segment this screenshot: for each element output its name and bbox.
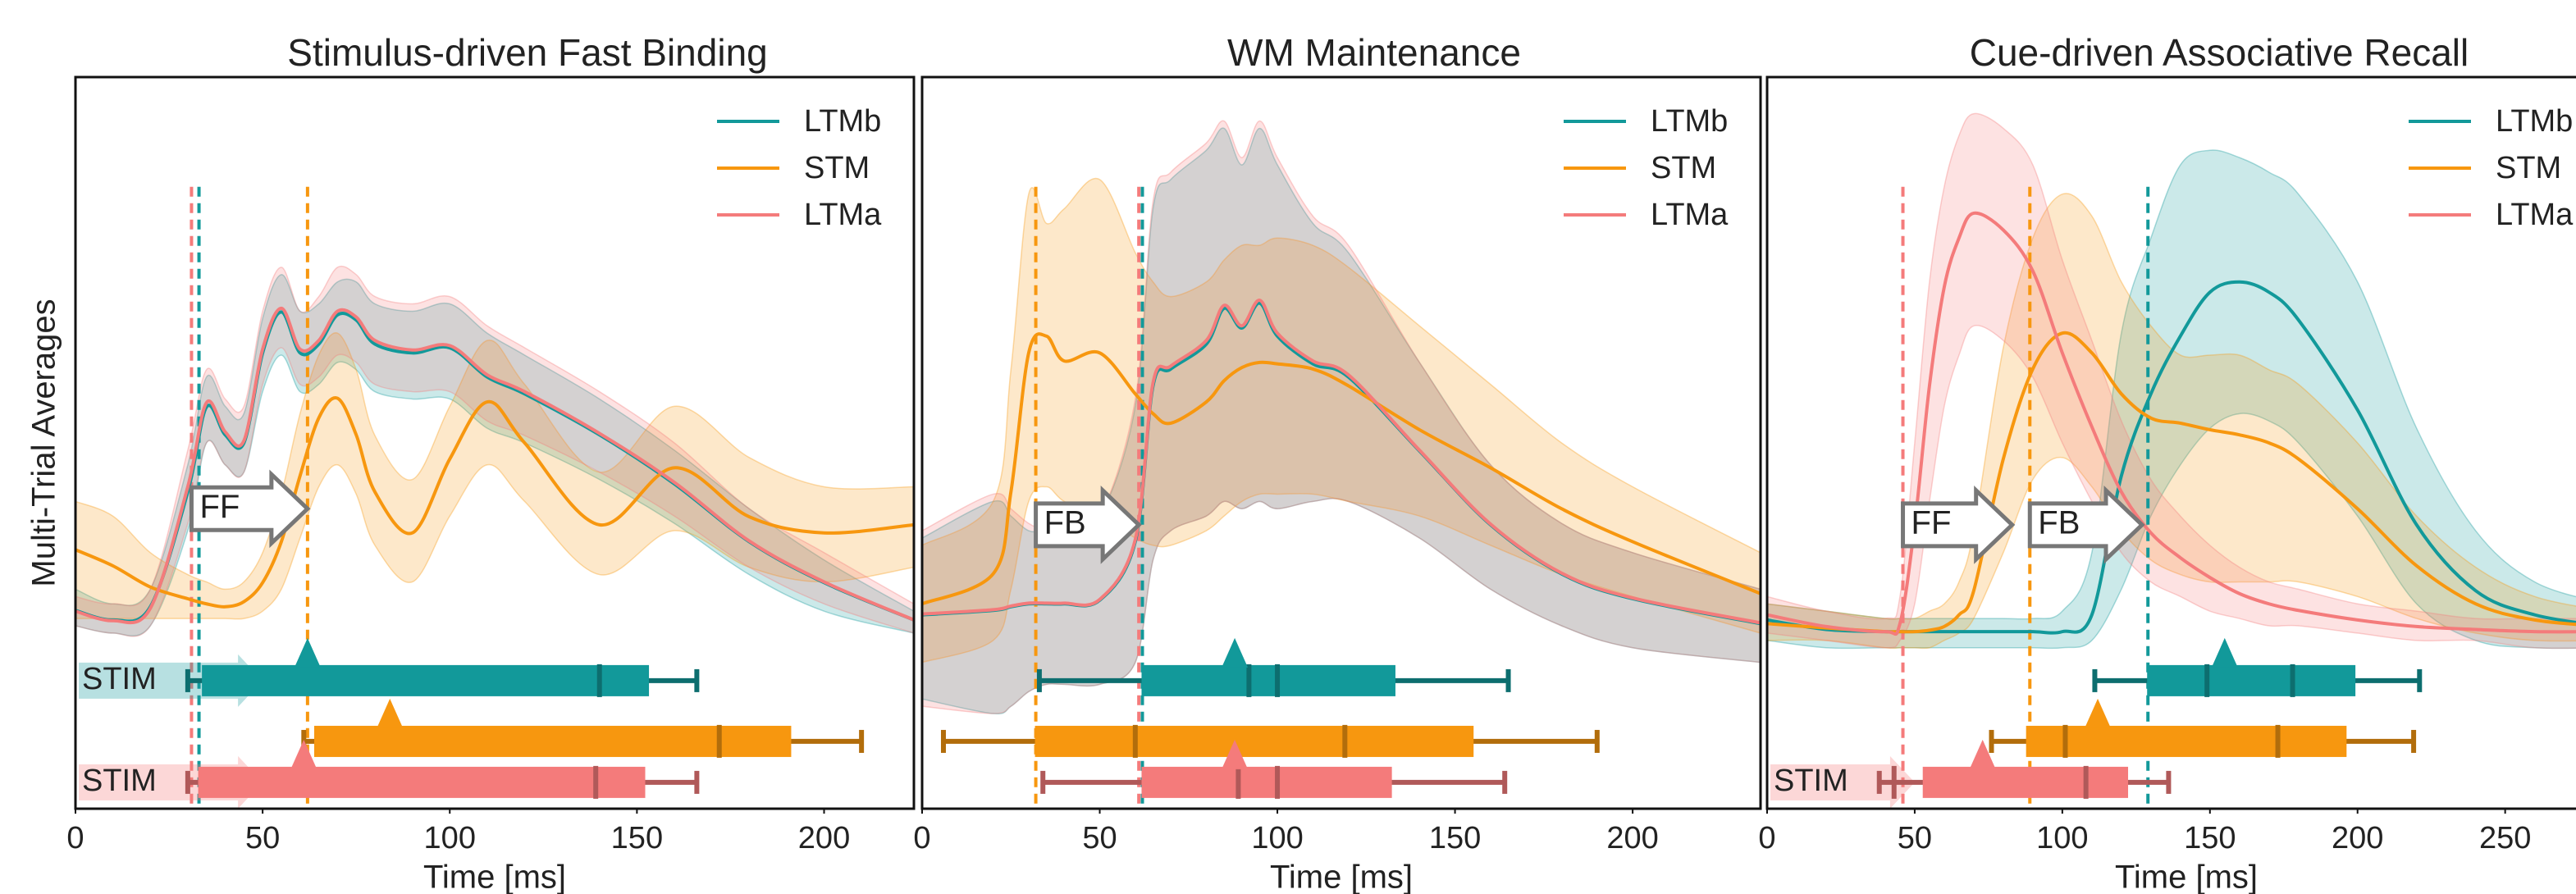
interval-box (198, 766, 646, 798)
legend-label: STM (2496, 151, 2561, 185)
panel: FB 0 50 100 150 200 Time [ms] WM Maintenance LTM… (913, 31, 1762, 894)
legend-label: LTMa (1651, 198, 1729, 232)
series-line (1767, 331, 2576, 634)
x-tick-label: 200 (1606, 821, 1658, 855)
legend-label: LTMb (2496, 104, 2573, 139)
arrow (1034, 486, 1142, 564)
arrow (1901, 486, 2016, 564)
x-tick-label: 0 (66, 821, 84, 855)
legend-label: STM (804, 151, 870, 185)
x-tick-label: 0 (1758, 821, 1775, 855)
arrow-label: FB (2038, 504, 2080, 541)
series-line (922, 332, 1761, 606)
peak-marker (1222, 739, 1249, 769)
interval-box (314, 725, 792, 757)
panel-title: Stimulus-driven Fast Binding (287, 31, 767, 74)
series-line (922, 299, 1761, 625)
stim-arrow (1770, 755, 1915, 809)
panel: FF FB STIM 0 50 100 150 200 250 Time [ms] Cue-driv… (1758, 31, 2576, 894)
peak-marker (2085, 698, 2112, 728)
x-tick-label: 250 (2479, 821, 2531, 855)
arrow-label: FF (1911, 504, 1952, 541)
series-line (75, 396, 914, 609)
x-tick-label: 150 (611, 821, 663, 855)
panel-title: Cue-driven Associative Recall (1970, 31, 2469, 74)
interval-box (1035, 725, 1474, 757)
arrow-label: FB (1044, 504, 1086, 541)
x-tick-label: 50 (1082, 821, 1117, 855)
interval-box (1922, 766, 2129, 798)
interval-box (202, 664, 650, 696)
arrow-label: FF (199, 489, 240, 525)
peak-marker (2211, 637, 2238, 668)
confidence-band (1767, 112, 2576, 650)
x-tick-label: 200 (2332, 821, 2383, 855)
panel: FF STIM STIM 0 50 100 150 200 Time [ms] Stimulus-… (26, 31, 916, 894)
plot-frame (1765, 75, 2576, 810)
plot-frame (74, 75, 916, 810)
stim-label: STIM (82, 662, 157, 696)
legend-label: STM (1651, 151, 1716, 185)
peak-marker (377, 698, 404, 728)
x-tick-label: 150 (1429, 821, 1481, 855)
x-tick-label: 100 (424, 821, 476, 855)
x-tick-label: 100 (1251, 821, 1303, 855)
legend-label: LTMa (804, 198, 882, 232)
stim-label: STIM (1774, 764, 1848, 798)
legend-label: LTMb (1651, 104, 1728, 139)
stim-label: STIM (82, 764, 157, 798)
interval-box (1141, 664, 1395, 696)
arrow (189, 469, 311, 549)
x-tick-label: 50 (1898, 821, 1932, 855)
legend-label: LTMa (2496, 198, 2574, 232)
peak-marker (1222, 637, 1249, 668)
plot-frame (920, 75, 1762, 810)
x-tick-label: 0 (913, 821, 930, 855)
y-axis-label: Multi-Trial Averages (26, 299, 62, 586)
x-axis-label: Time [ms] (2115, 860, 2258, 894)
x-tick-label: 100 (2036, 821, 2088, 855)
x-tick-label: 50 (245, 821, 280, 855)
confidence-band (75, 265, 914, 637)
confidence-band (922, 177, 1761, 664)
x-axis-label: Time [ms] (423, 860, 566, 894)
interval-box (2147, 664, 2356, 696)
plot-area: FF FB STIM (1767, 112, 2576, 809)
peak-marker (290, 739, 317, 769)
x-tick-label: 200 (798, 821, 850, 855)
series-line (75, 306, 914, 625)
x-axis-label: Time [ms] (1270, 860, 1413, 894)
plot-area: FF STIM STIM (75, 186, 914, 809)
x-tick-label: 150 (2184, 821, 2236, 855)
interval-box (1141, 766, 1392, 798)
arrow (2027, 486, 2145, 564)
plot-area: FB (922, 120, 1761, 809)
peak-marker (1969, 739, 1996, 769)
peak-marker (294, 637, 321, 668)
panel-title: WM Maintenance (1227, 31, 1521, 74)
legend-label: LTMb (804, 104, 881, 139)
interval-box (2026, 725, 2347, 757)
